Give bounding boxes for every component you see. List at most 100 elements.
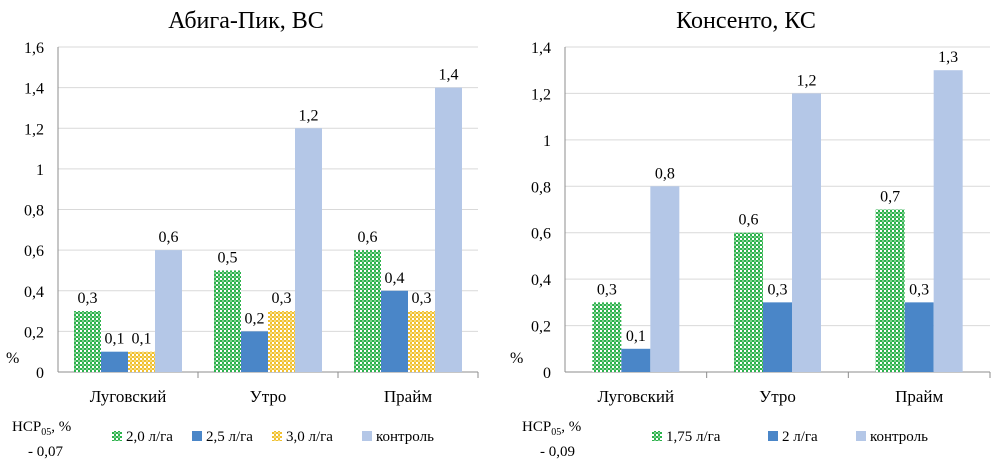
svg-text:НСР05, %: НСР05, % xyxy=(522,419,581,438)
legend-swatch xyxy=(652,431,662,441)
chart-2-hsr-unit: , % xyxy=(561,419,581,435)
data-label: 0,6 xyxy=(739,212,759,229)
chart-2-hsr-label: НСР xyxy=(522,419,551,435)
y-tick-label: 0,2 xyxy=(24,324,44,341)
legend-label: 2,5 л/га xyxy=(206,429,253,445)
chart-1-ylabel: % xyxy=(6,350,19,367)
svg-text:НСР05, %: НСР05, % xyxy=(12,419,71,438)
data-label: 1,2 xyxy=(299,107,319,124)
chart-1-hsr-unit: , % xyxy=(51,419,71,435)
legend-swatch xyxy=(272,431,282,441)
y-tick-label: 0,8 xyxy=(531,179,551,196)
data-label: 0,3 xyxy=(597,281,617,298)
legend-swatch xyxy=(362,431,372,441)
bar xyxy=(128,351,155,372)
data-label: 1,3 xyxy=(938,49,958,66)
data-label: 0,1 xyxy=(626,328,646,345)
x-category-label: Прайм xyxy=(895,387,943,406)
y-tick-label: 0,8 xyxy=(24,203,44,220)
data-label: 0,3 xyxy=(768,281,788,298)
legend-swatch xyxy=(768,431,778,441)
y-tick-label: 1,6 xyxy=(24,40,44,57)
bar xyxy=(101,351,128,372)
bar xyxy=(650,186,680,372)
y-tick-label: 0 xyxy=(36,365,44,382)
y-tick-label: 0 xyxy=(543,365,551,382)
y-tick-label: 1,2 xyxy=(531,86,551,103)
y-tick-label: 1 xyxy=(543,133,551,150)
bar xyxy=(904,302,934,372)
bar xyxy=(74,311,101,372)
legend-label: контроль xyxy=(376,429,434,445)
bar xyxy=(295,128,322,372)
y-tick-label: 0,2 xyxy=(531,319,551,336)
legend-label: 1,75 л/га xyxy=(666,429,721,445)
y-tick-label: 0,6 xyxy=(531,226,551,243)
y-tick-label: 0,4 xyxy=(24,284,44,301)
chart-2-hsr-value: - 0,09 xyxy=(540,444,575,460)
data-label: 0,3 xyxy=(78,290,98,307)
chart-1-hsr-label: НСР xyxy=(12,419,41,435)
data-label: 0,3 xyxy=(272,290,292,307)
bar xyxy=(592,302,622,372)
chart-2-hsr-sub: 05 xyxy=(551,427,561,438)
legend-label: 2 л/га xyxy=(782,429,818,445)
data-label: 0,3 xyxy=(412,290,432,307)
chart-2: Консенто, КС % 0 0,2 0,4 0,6 0,8 1 1,2 1,4 Лугов… xyxy=(510,8,991,460)
bar xyxy=(875,209,905,372)
x-category-label: Прайм xyxy=(384,387,432,406)
data-label: 0,8 xyxy=(655,165,675,182)
data-label: 0,5 xyxy=(218,249,238,266)
y-tick-label: 1,4 xyxy=(24,81,44,98)
x-category-label: Луговский xyxy=(598,387,675,406)
y-tick-label: 0,6 xyxy=(24,243,44,260)
chart-1-title: Абига-Пик, ВС xyxy=(168,8,324,34)
bar xyxy=(763,302,792,372)
x-category-label: Утро xyxy=(759,387,796,406)
chart-1-hsr: НСР05, % - 0,07 xyxy=(12,419,71,460)
legend-swatch xyxy=(112,431,122,441)
chart-1-hsr-value: - 0,07 xyxy=(28,444,63,460)
data-label: 0,2 xyxy=(245,310,265,327)
bar xyxy=(354,250,381,372)
chart-1-legend: 2,0 л/га 2,5 л/га 3,0 л/га контроль xyxy=(112,429,434,445)
bar xyxy=(408,311,435,372)
chart-1-hsr-sub: 05 xyxy=(41,427,51,438)
legend-label: 2,0 л/га xyxy=(126,429,173,445)
legend-swatch xyxy=(192,431,202,441)
data-label: 0,4 xyxy=(385,270,405,287)
chart-2-legend: 1,75 л/га 2 л/га контроль xyxy=(652,429,928,445)
chart-2-title: Консенто, КС xyxy=(676,8,816,34)
bar xyxy=(621,348,651,372)
x-category-label: Луговский xyxy=(90,387,167,406)
data-label: 1,4 xyxy=(439,67,459,84)
bar xyxy=(734,232,763,372)
y-tick-label: 1,2 xyxy=(24,121,44,138)
chart-2-hsr: НСР05, % - 0,09 xyxy=(522,419,581,460)
legend-label: контроль xyxy=(870,429,928,445)
data-label: 0,6 xyxy=(159,229,179,246)
bar xyxy=(792,93,821,372)
y-tick-label: 0,4 xyxy=(531,272,551,289)
bar xyxy=(381,290,408,372)
legend-label: 3,0 л/га xyxy=(286,429,333,445)
data-label: 1,2 xyxy=(797,72,817,89)
legend-swatch xyxy=(856,431,866,441)
data-label: 0,6 xyxy=(358,229,378,246)
bar xyxy=(214,270,241,372)
x-category-label: Утро xyxy=(250,387,287,406)
bar xyxy=(241,331,268,372)
chart-2-ylabel: % xyxy=(510,350,523,367)
data-label: 0,3 xyxy=(909,281,929,298)
data-label: 0,7 xyxy=(880,189,900,206)
y-tick-label: 1 xyxy=(36,162,44,179)
bar xyxy=(155,250,182,372)
y-tick-label: 1,4 xyxy=(531,40,551,57)
data-label: 0,1 xyxy=(132,331,152,348)
bar xyxy=(435,87,462,372)
chart-1: Абига-Пик, ВС % 0 0,2 0,4 0,6 0,8 1 1,2 1,4 1,6 Л… xyxy=(6,8,479,460)
bar xyxy=(933,70,963,372)
bar xyxy=(268,311,295,372)
data-label: 0,1 xyxy=(105,331,125,348)
